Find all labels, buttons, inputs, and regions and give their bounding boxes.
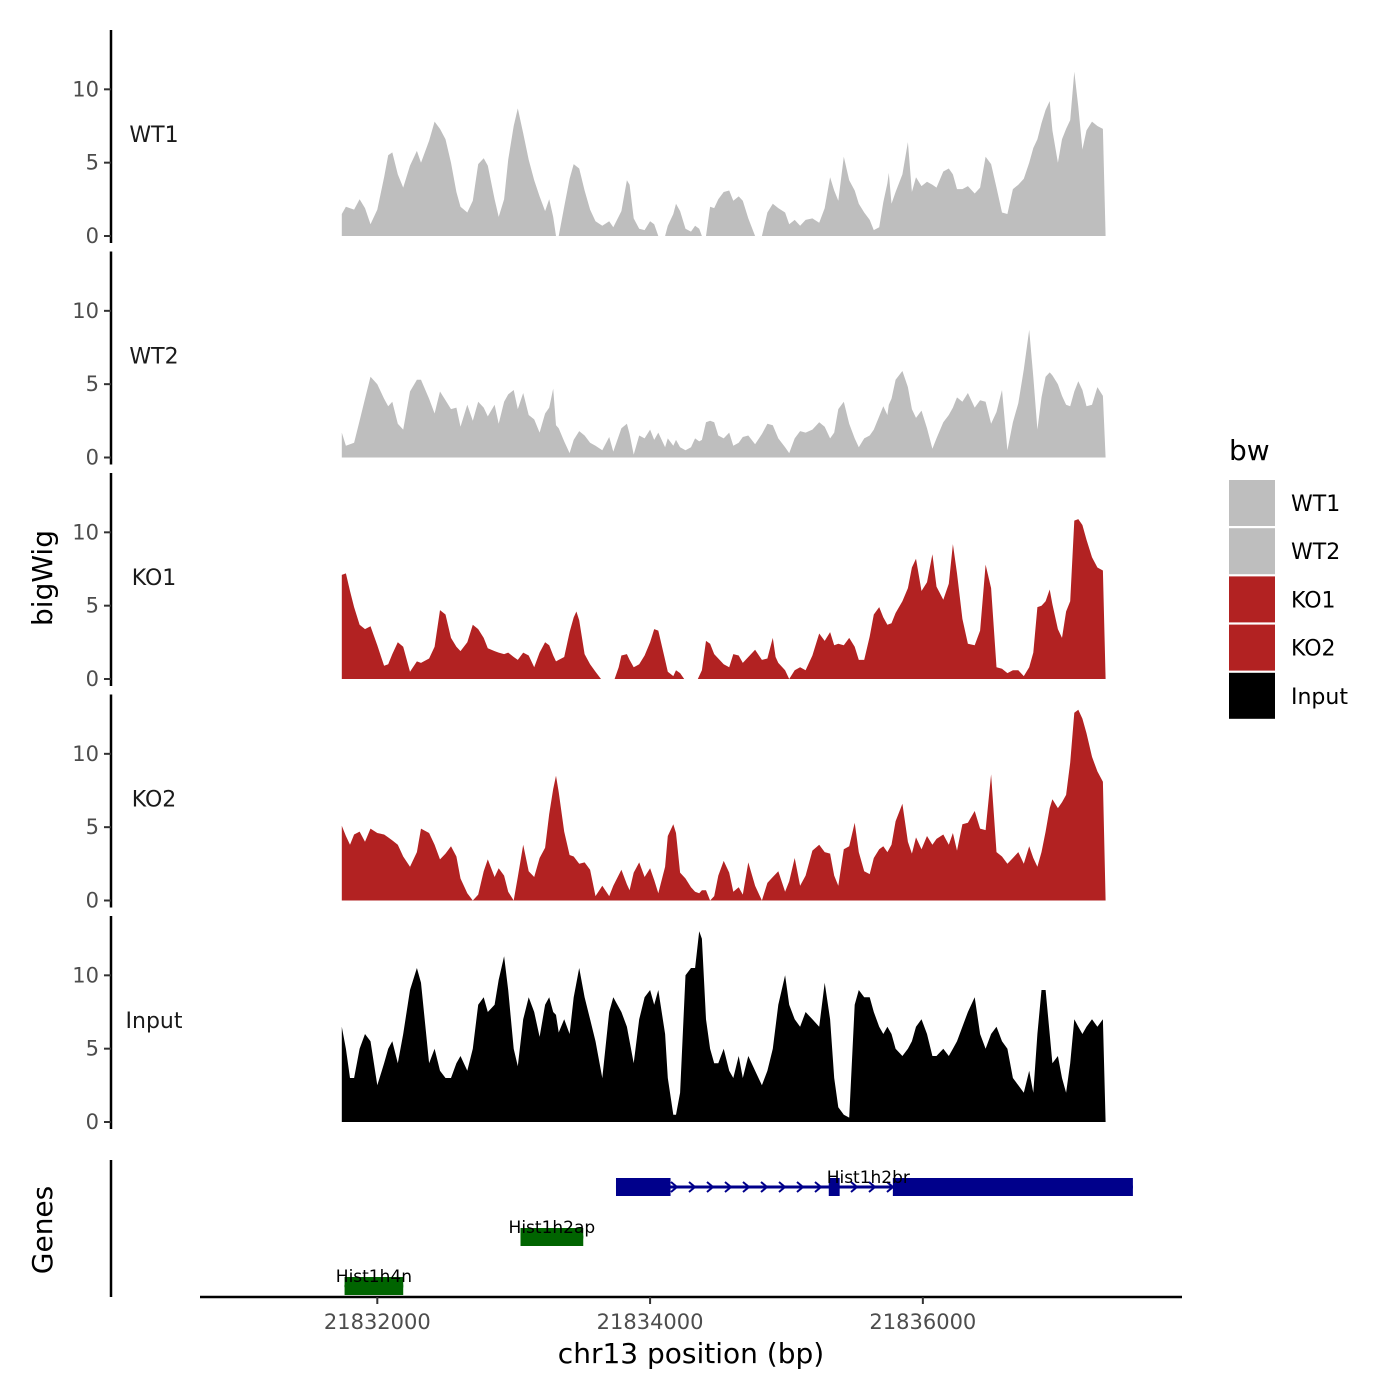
gene-label: Hist1h2br xyxy=(827,1168,910,1188)
y-tick-label: 10 xyxy=(72,742,99,766)
strand-arrow xyxy=(796,1181,805,1193)
coverage-area xyxy=(341,709,1106,901)
gene-exon xyxy=(520,1228,584,1246)
y-tick-label: 5 xyxy=(86,594,99,618)
genes-axis-title: Genes xyxy=(26,1186,59,1274)
strand-arrow xyxy=(706,1181,715,1193)
strand-arrow xyxy=(778,1181,787,1193)
y-tick-label: 0 xyxy=(86,224,99,248)
strand-arrow xyxy=(868,1181,877,1193)
strand-arrow xyxy=(688,1181,697,1193)
coverage-area xyxy=(341,931,1106,1122)
strand-arrow xyxy=(814,1181,823,1193)
legend-swatch xyxy=(1229,624,1275,671)
legend-label: WT1 xyxy=(1291,492,1340,517)
y-tick-label: 5 xyxy=(86,151,99,175)
gene-label: Hist1h2ap xyxy=(509,1218,596,1238)
coverage-area xyxy=(341,329,1106,458)
legend-swatch xyxy=(1229,576,1275,623)
coverage-area xyxy=(341,519,1106,679)
gene-exon xyxy=(892,1178,1133,1196)
strand-arrow xyxy=(670,1181,679,1193)
x-tick-label: 21836000 xyxy=(869,1310,976,1334)
gene-exon xyxy=(828,1178,840,1196)
legend-label: KO2 xyxy=(1291,637,1336,662)
y-tick-label: 10 xyxy=(72,963,99,987)
strand-arrow xyxy=(760,1181,769,1193)
y-tick-label: 10 xyxy=(72,299,99,323)
legend-swatch xyxy=(1229,672,1275,719)
track-label: WT1 xyxy=(129,123,178,148)
coverage-area xyxy=(341,71,1106,236)
y-tick-label: 0 xyxy=(86,446,99,470)
strand-arrow xyxy=(742,1181,751,1193)
legend-swatch xyxy=(1229,528,1275,575)
legend-label: WT2 xyxy=(1291,540,1340,565)
strand-arrow xyxy=(850,1181,859,1193)
gene-exon xyxy=(615,1178,671,1196)
legend-swatch xyxy=(1229,480,1275,526)
y-tick-label: 10 xyxy=(72,77,99,101)
track-label: KO1 xyxy=(132,566,177,591)
x-tick-label: 21834000 xyxy=(597,1310,704,1334)
legend-title: bw xyxy=(1229,434,1270,467)
y-axis-title: bigWig xyxy=(26,530,59,626)
strand-arrow xyxy=(724,1181,733,1193)
y-tick-label: 0 xyxy=(86,889,99,913)
x-tick-label: 21832000 xyxy=(324,1310,431,1334)
track-label: KO2 xyxy=(132,788,177,813)
track-label: WT2 xyxy=(129,345,178,370)
gene-exon xyxy=(344,1277,404,1295)
y-tick-label: 10 xyxy=(72,520,99,544)
y-tick-label: 0 xyxy=(86,1110,99,1134)
gene-label: Hist1h4n xyxy=(336,1267,412,1287)
y-tick-label: 0 xyxy=(86,667,99,691)
x-axis-title: chr13 position (bp) xyxy=(558,1337,824,1370)
legend-label: Input xyxy=(1291,685,1348,710)
legend-label: KO1 xyxy=(1291,588,1336,613)
y-tick-label: 5 xyxy=(86,1037,99,1061)
track-label: Input xyxy=(126,1009,183,1034)
y-tick-label: 5 xyxy=(86,372,99,396)
y-tick-label: 5 xyxy=(86,815,99,839)
